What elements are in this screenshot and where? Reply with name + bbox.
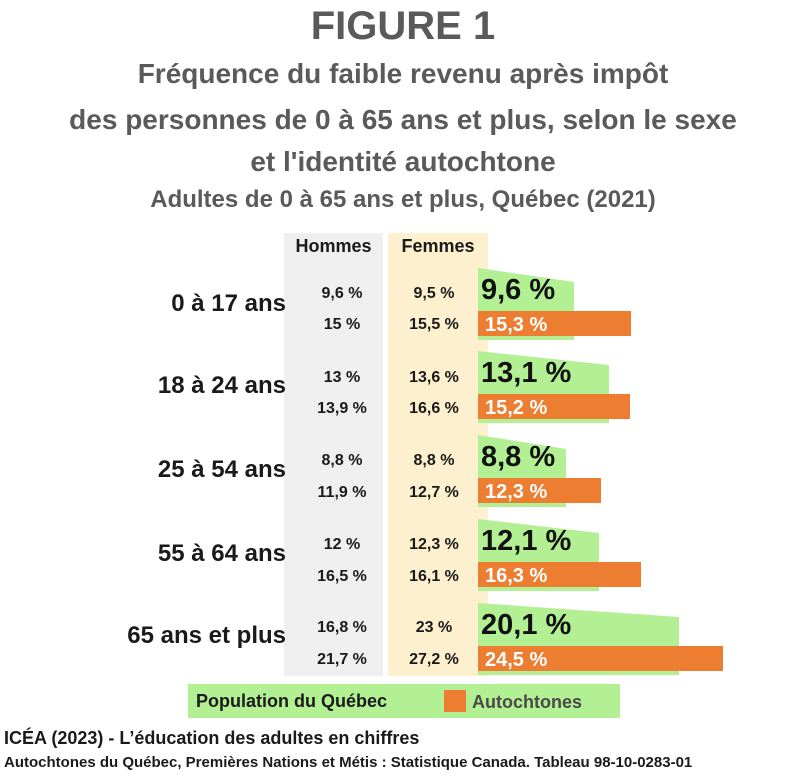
legend-autochtones-swatch: [444, 690, 466, 712]
women-autochtones-cell: 12,7 %: [409, 484, 459, 501]
data-label-autochtones: 16,3 %: [485, 565, 547, 587]
data-label-quebec: 9,6 %: [481, 274, 555, 306]
chart-title-line-2: des personnes de 0 à 65 ans et plus, sel…: [69, 104, 737, 135]
age-label-0-17: 0 à 17 ans: [171, 290, 286, 317]
age-label-65-plus: 65 ans et plus: [127, 622, 286, 649]
age-label-55-64: 55 à 64 ans: [157, 540, 286, 567]
figure-label: FIGURE 1: [310, 4, 496, 48]
data-label-autochtones: 15,2 %: [485, 397, 547, 419]
men-quebec-cell: 8,8 %: [321, 452, 363, 469]
women-quebec-cell: 9,5 %: [413, 285, 455, 302]
legend-quebec-label: Population du Québec: [196, 691, 388, 711]
men-quebec-cell: 13 %: [323, 369, 361, 386]
women-autochtones-cell: 16,1 %: [409, 568, 459, 585]
men-column-header: Hommes: [295, 236, 372, 256]
men-autochtones-cell: 15 %: [323, 316, 361, 333]
legend: Population du Québec Autochtones: [188, 684, 620, 718]
data-label-quebec: 8,8 %: [481, 441, 555, 473]
men-column-background: [284, 233, 383, 676]
women-column-header: Femmes: [401, 236, 475, 256]
chart-subtitle: Adultes de 0 à 65 ans et plus, Québec (2…: [150, 186, 656, 213]
women-autochtones-cell: 16,6 %: [409, 400, 459, 417]
chart-title-line-3: et l'identité autochtone: [250, 146, 556, 177]
chart-title-line-1: Fréquence du faible revenu après impôt: [137, 58, 669, 89]
men-quebec-cell: 12 %: [323, 536, 361, 553]
men-autochtones-cell: 16,5 %: [317, 568, 367, 585]
bar-autochtones: [478, 478, 601, 503]
data-label-quebec: 13,1 %: [481, 357, 571, 389]
men-quebec-cell: 16,8 %: [317, 619, 367, 636]
data-label-quebec: 20,1 %: [481, 609, 571, 641]
source-line-1: ICÉA (2023) - L’éducation des adultes en…: [4, 728, 420, 748]
age-label-18-24: 18 à 24 ans: [157, 372, 286, 399]
men-autochtones-cell: 21,7 %: [317, 651, 367, 668]
data-label-autochtones: 24,5 %: [485, 649, 547, 671]
women-quebec-cell: 12,3 %: [409, 536, 459, 553]
data-label-quebec: 12,1 %: [481, 525, 571, 557]
men-quebec-cell: 9,6 %: [321, 285, 363, 302]
bar-autochtones: [478, 646, 723, 671]
age-label-25-54: 25 à 54 ans: [157, 456, 286, 483]
women-column-background: [388, 233, 488, 676]
men-autochtones-cell: 11,9 %: [317, 484, 367, 501]
data-label-autochtones: 15,3 %: [485, 314, 547, 336]
men-autochtones-cell: 13,9 %: [317, 400, 367, 417]
legend-autochtones-label: Autochtones: [472, 692, 582, 712]
bar-autochtones: [478, 311, 631, 336]
bar-autochtones: [478, 394, 630, 419]
bar-autochtones: [478, 562, 641, 587]
data-label-autochtones: 12,3 %: [485, 481, 547, 503]
women-autochtones-cell: 27,2 %: [409, 651, 459, 668]
women-autochtones-cell: 15,5 %: [409, 316, 459, 333]
women-quebec-cell: 23 %: [415, 619, 453, 636]
women-quebec-cell: 8,8 %: [413, 452, 455, 469]
source-line-2: Autochtones du Québec, Premières Nations…: [4, 754, 693, 771]
women-quebec-cell: 13,6 %: [409, 369, 459, 386]
